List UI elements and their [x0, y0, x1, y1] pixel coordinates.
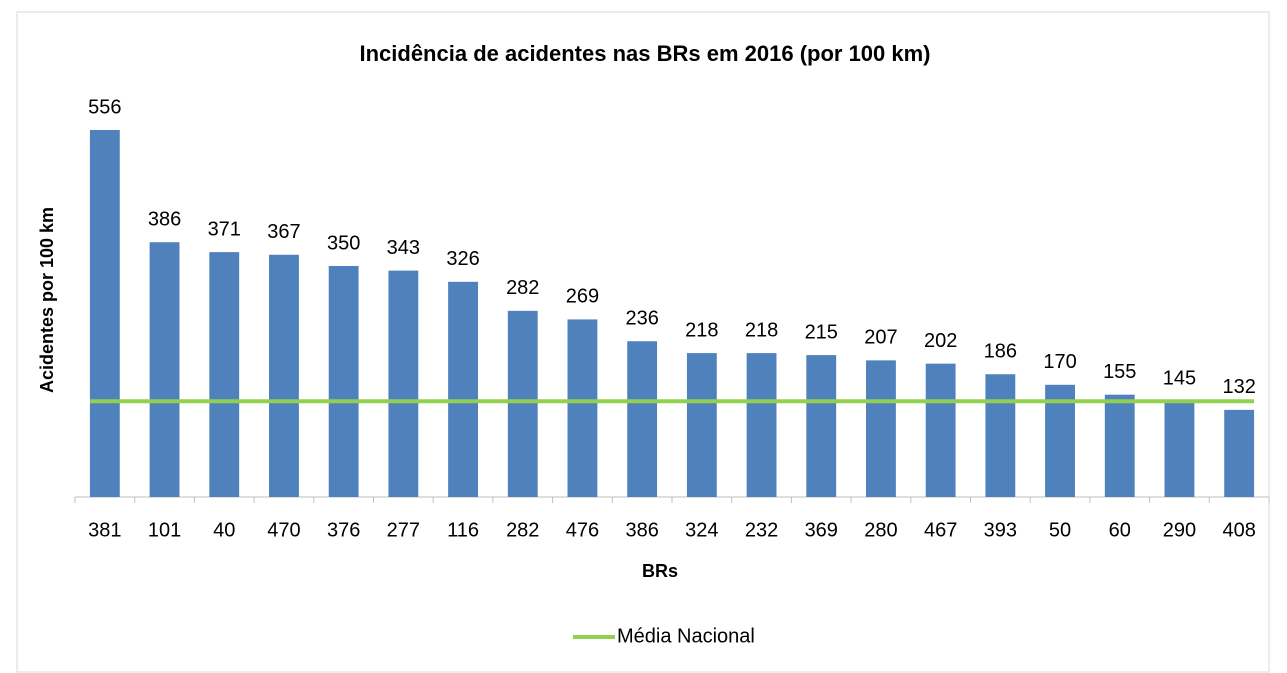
x-tick-label: 50 — [1049, 519, 1071, 541]
data-label: 155 — [1103, 361, 1136, 383]
x-axis-title: BRs — [642, 561, 678, 581]
data-label: 367 — [267, 221, 300, 243]
bar — [1045, 384, 1075, 497]
data-label: 269 — [566, 286, 599, 308]
x-tick-label: 101 — [148, 519, 181, 541]
x-tick-label: 376 — [327, 519, 360, 541]
x-tick-label: 369 — [805, 519, 838, 541]
bar — [925, 363, 956, 497]
x-tick-label: 393 — [984, 519, 1017, 541]
x-tick-label: 40 — [213, 519, 235, 541]
data-label: 556 — [88, 96, 121, 118]
bar — [746, 353, 777, 497]
data-label: 170 — [1043, 351, 1076, 373]
data-label: 326 — [446, 248, 479, 270]
data-label: 236 — [625, 308, 658, 330]
bar — [149, 242, 180, 497]
x-tick-label: 116 — [447, 519, 479, 541]
bar — [985, 374, 1016, 497]
data-label: 343 — [387, 237, 420, 259]
bar — [388, 270, 419, 497]
x-tick-label: 476 — [566, 519, 599, 541]
data-label: 218 — [745, 319, 778, 341]
x-tick-label: 324 — [685, 519, 718, 541]
data-label: 215 — [805, 321, 838, 343]
x-tick-label: 282 — [506, 519, 539, 541]
bar — [686, 353, 717, 497]
bar — [269, 254, 299, 497]
bar — [866, 360, 896, 497]
bar — [328, 265, 359, 497]
data-label: 145 — [1163, 368, 1196, 390]
bar — [1104, 394, 1135, 497]
x-tick-label: 280 — [864, 519, 897, 541]
bar — [209, 252, 240, 497]
x-tick-label: 290 — [1163, 519, 1196, 541]
bar — [507, 310, 538, 497]
data-label: 386 — [148, 208, 181, 230]
x-tick-label: 232 — [745, 519, 778, 541]
bar — [1224, 409, 1255, 497]
x-tick-label: 467 — [924, 519, 957, 541]
data-label: 202 — [924, 330, 957, 352]
x-tick-label: 470 — [267, 519, 300, 541]
data-label: 218 — [685, 319, 718, 341]
bar — [1164, 401, 1195, 497]
bar — [448, 281, 478, 497]
data-label: 371 — [208, 218, 241, 240]
x-tick-label: 408 — [1222, 519, 1255, 541]
x-tick-label: 277 — [387, 519, 420, 541]
bar — [567, 319, 598, 497]
y-axis-title: Acidentes por 100 km — [37, 207, 57, 393]
x-tick-label: 381 — [88, 519, 121, 541]
data-label: 350 — [327, 232, 360, 254]
x-tick-label: 386 — [625, 519, 658, 541]
x-tick-label: 60 — [1109, 519, 1131, 541]
bar — [806, 355, 837, 497]
data-label: 186 — [984, 341, 1017, 363]
bar — [627, 341, 658, 497]
chart-title: Incidência de acidentes nas BRs em 2016 … — [359, 41, 930, 66]
data-label: 207 — [864, 327, 897, 349]
data-label: 282 — [506, 277, 539, 299]
bar — [89, 130, 120, 497]
data-label: 132 — [1222, 376, 1255, 398]
legend-label: Média Nacional — [617, 625, 755, 647]
